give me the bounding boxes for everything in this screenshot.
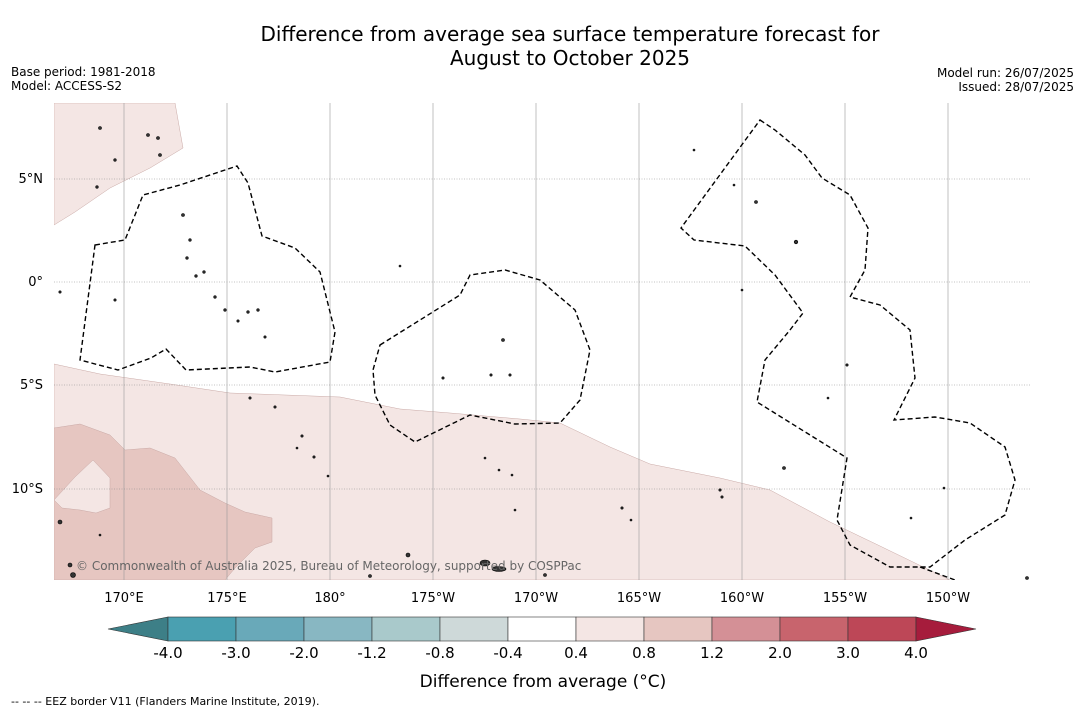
- colorbar-tick: -4.0: [153, 644, 182, 662]
- eez-borders: [79, 119, 1016, 580]
- anomaly-region-light-south: [54, 363, 951, 580]
- colorbar-segment: [847, 616, 917, 642]
- colorbar-tick: 0.8: [632, 644, 656, 662]
- colorbar-segment: [507, 616, 577, 642]
- colorbar-tick: 0.4: [564, 644, 588, 662]
- eez-footnote: -- -- -- EEZ border V11 (Flanders Marine…: [11, 695, 320, 708]
- latitude-labels: 5°N 0° 5°S 10°S: [12, 172, 43, 497]
- lon-label-170e: 170°E: [104, 591, 144, 606]
- colorbar-tick: 4.0: [904, 644, 928, 662]
- longitude-labels: 170°E 175°E 180° 175°W 170°W 165°W 160°W…: [104, 591, 970, 606]
- anomaly-region-light-northwest: [54, 103, 184, 226]
- anomaly-region-light-pocket: [54, 459, 111, 514]
- base-period-text: Base period: 1981-2018: [11, 65, 156, 79]
- lat-label-10s: 10°S: [12, 482, 43, 497]
- colorbar-tick: 2.0: [768, 644, 792, 662]
- graticule: [54, 103, 1031, 580]
- colorbar-segment: [167, 616, 237, 642]
- colorbar-tick: 1.2: [700, 644, 724, 662]
- lon-label-175w: 175°W: [411, 591, 455, 606]
- chart-title: Difference from average sea surface temp…: [0, 22, 1085, 70]
- lon-label-150w: 150°W: [926, 591, 970, 606]
- lon-label-175e: 175°E: [207, 591, 247, 606]
- colorbar-title: Difference from average (°C): [420, 672, 667, 692]
- colorbar-segments: [107, 616, 977, 642]
- model-name-text: Model: ACCESS-S2: [11, 79, 123, 93]
- colorbar-segment: [371, 616, 441, 642]
- title-line-2: August to October 2025: [449, 46, 691, 70]
- lon-label-170w: 170°W: [514, 591, 558, 606]
- colorbar-segment: [575, 616, 645, 642]
- colorbar-segment: [235, 616, 305, 642]
- islands: [57, 126, 1029, 580]
- colorbar-segment: [643, 616, 713, 642]
- colorbar-tick: -0.4: [493, 644, 522, 662]
- colorbar-segment: [439, 616, 509, 642]
- copyright-credit: © Commonwealth of Australia 2025, Bureau…: [76, 559, 581, 573]
- lon-label-155w: 155°W: [823, 591, 867, 606]
- eez-border-south-edge: [919, 566, 956, 580]
- model-info: Base period: 1981-2018 Model: ACCESS-S2: [11, 65, 156, 93]
- colorbar-segment: [711, 616, 781, 642]
- lon-label-180: 180°: [314, 591, 345, 606]
- title-line-1: Difference from average sea surface temp…: [260, 22, 880, 46]
- lat-label-5s: 5°S: [20, 378, 43, 393]
- sst-anomaly-map: © Commonwealth of Australia 2025, Bureau…: [12, 103, 1031, 606]
- colorbar-extend-high: [915, 616, 977, 642]
- colorbar-tick-labels: -4.0 -3.0 -2.0 -1.2 -0.8 -0.4 0.4 0.8 1.2 2.0 3.0 4…: [153, 644, 928, 662]
- colorbar-tick: -3.0: [221, 644, 250, 662]
- lon-label-160w: 160°W: [720, 591, 764, 606]
- colorbar-tick: -1.2: [357, 644, 386, 662]
- colorbar-tick: -2.0: [289, 644, 318, 662]
- lat-label-5n: 5°N: [19, 172, 44, 187]
- eez-border-kiribati-line: [680, 119, 1016, 568]
- colorbar-extend-low: [107, 616, 169, 642]
- colorbar-tick: 3.0: [836, 644, 860, 662]
- anomaly-region-medium-southwest: [54, 423, 273, 580]
- colorbar-tick: -0.8: [425, 644, 454, 662]
- lon-label-165w: 165°W: [617, 591, 661, 606]
- colorbar-segment: [779, 616, 849, 642]
- lat-label-0: 0°: [28, 275, 43, 290]
- colorbar-segment: [303, 616, 373, 642]
- model-run-text: Model run: 26/07/2025: [936, 66, 1074, 80]
- run-info: Model run: 26/07/2025 Issued: 28/07/2025: [937, 66, 1074, 94]
- issued-text: Issued: 28/07/2025: [958, 80, 1074, 94]
